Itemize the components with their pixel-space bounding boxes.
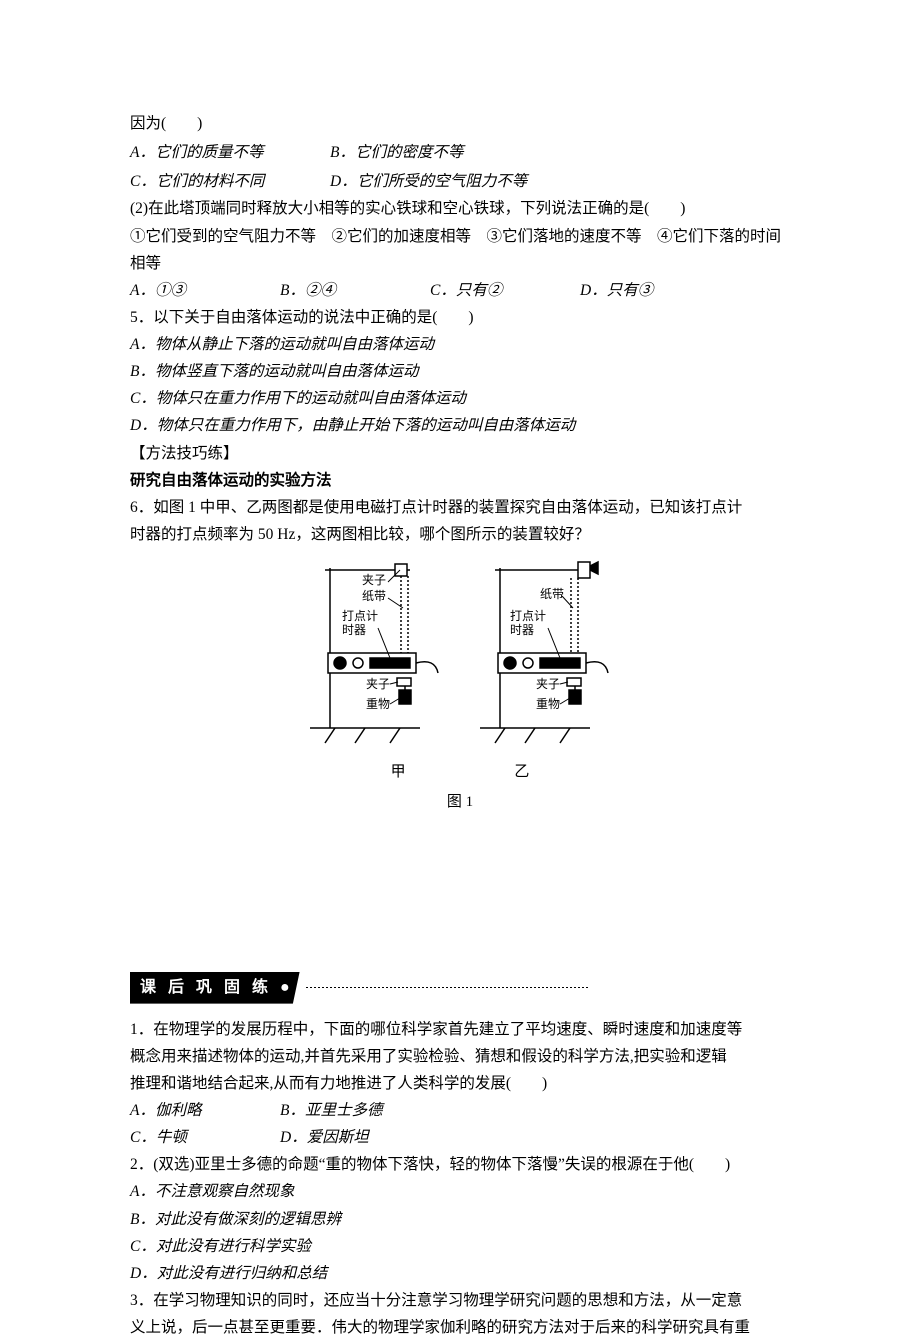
apparatus-diagram: 夹子 纸带 打点计 时器 夹子 重物: [300, 558, 620, 748]
p1-opt-d: D．爱因斯坦: [280, 1124, 430, 1151]
method-tag: 【方法技巧练】: [130, 440, 790, 467]
option-a: A．它们的质量不等: [130, 139, 330, 166]
q2-opt-d: D．只有③: [580, 277, 730, 304]
q2-subs: ①它们受到的空气阻力不等 ②它们的加速度相等 ③它们落地的速度不等 ④它们下落的…: [130, 223, 790, 277]
banner-line-icon: [306, 987, 590, 988]
q-pre-options-row1: A．它们的质量不等 B．它们的密度不等: [130, 139, 790, 166]
label-weight: 重物: [366, 697, 390, 711]
option-b: B．它们的密度不等: [330, 139, 560, 166]
p2-opt-b: B．对此没有做深刻的逻辑思辨: [130, 1206, 790, 1233]
vertical-spacer: [130, 820, 790, 960]
label-clamp2: 夹子: [366, 677, 390, 691]
q2-opt-c: C．只有②: [430, 277, 580, 304]
q-pre-stem: 因为( ): [130, 110, 790, 137]
p1-options-row1: A．伽利略 B．亚里士多德: [130, 1097, 790, 1124]
p1-options-row2: C．牛顿 D．爱因斯坦: [130, 1124, 790, 1151]
label-clamp-r: 夹子: [536, 677, 560, 691]
label-timer2-r: 时器: [510, 623, 534, 637]
p2-stem: 2．(双选)亚里士多德的命题“重的物体下落快，轻的物体下落慢”失误的根源在于他(…: [130, 1151, 790, 1178]
fig-sub-left: 甲: [338, 759, 458, 785]
p2-opt-c: C．对此没有进行科学实验: [130, 1233, 790, 1260]
label-timer2: 时器: [342, 623, 366, 637]
q2-opt-b: B．②④: [280, 277, 430, 304]
q2-stem: (2)在此塔顶端同时释放大小相等的实心铁球和空心铁球，下列说法正确的是( ): [130, 195, 790, 222]
p1-l3: 推理和谐地结合起来,从而有力地推进了人类科学的发展( ): [130, 1070, 790, 1097]
method-heading: 研究自由落体运动的实验方法: [130, 467, 790, 494]
p3-l2: 义上说，后一点甚至更重要．伟大的物理学家伽利略的研究方法对于后来的科学研究具有重: [130, 1314, 790, 1341]
q6-line2: 时器的打点频率为 50 Hz，这两图相比较，哪个图所示的装置较好？: [130, 521, 790, 548]
q5-opt-b: B．物体竖直下落的运动就叫自由落体运动: [130, 358, 790, 385]
label-timer1-r: 打点计: [510, 609, 546, 623]
label-weight-r: 重物: [536, 697, 560, 711]
p1-l1: 1．在物理学的发展历程中，下面的哪位科学家首先建立了平均速度、瞬时速度和加速度等: [130, 1016, 790, 1043]
option-d: D．它们所受的空气阻力不等: [330, 168, 560, 195]
fig-sub-right: 乙: [462, 759, 582, 785]
figure-container: 夹子 纸带 打点计 时器 夹子 重物: [130, 558, 790, 816]
q2-opt-a: A．①③: [130, 277, 280, 304]
q5-opt-c: C．物体只在重力作用下的运动就叫自由落体运动: [130, 385, 790, 412]
p2-opt-d: D．对此没有进行归纳和总结: [130, 1260, 790, 1287]
section-banner: 课 后 巩 固 练 ●: [130, 972, 790, 1004]
banner-label: 课 后 巩 固 练 ●: [130, 972, 300, 1004]
label-tape-r: 纸带: [540, 587, 564, 601]
figure-caption: 图 1: [130, 789, 790, 815]
q5-stem: 5．以下关于自由落体运动的说法中正确的是( ): [130, 304, 790, 331]
q5-opt-d: D．物体只在重力作用下，由静止开始下落的运动叫自由落体运动: [130, 412, 790, 439]
p1-opt-c: C．牛顿: [130, 1124, 280, 1151]
p2-opt-a: A．不注意观察自然现象: [130, 1178, 790, 1205]
p1-l2: 概念用来描述物体的运动,并首先采用了实验检验、猜想和假设的科学方法,把实验和逻辑: [130, 1043, 790, 1070]
q5-opt-a: A．物体从静止下落的运动就叫自由落体运动: [130, 331, 790, 358]
figure-sublabels: 甲 乙: [130, 759, 790, 785]
label-timer1: 打点计: [342, 609, 378, 623]
label-clamp: 夹子: [362, 573, 386, 587]
q2-options: A．①③ B．②④ C．只有② D．只有③: [130, 277, 790, 304]
p1-opt-a: A．伽利略: [130, 1097, 280, 1124]
q-pre-options-row2: C．它们的材料不同 D．它们所受的空气阻力不等: [130, 168, 790, 195]
label-tape: 纸带: [362, 589, 386, 603]
option-c: C．它们的材料不同: [130, 168, 330, 195]
p3-l1: 3．在学习物理知识的同时，还应当十分注意学习物理学研究问题的思想和方法，从一定意: [130, 1287, 790, 1314]
q6-line1: 6．如图 1 中甲、乙两图都是使用电磁打点计时器的装置探究自由落体运动，已知该打…: [130, 494, 790, 521]
p1-opt-b: B．亚里士多德: [280, 1097, 430, 1124]
